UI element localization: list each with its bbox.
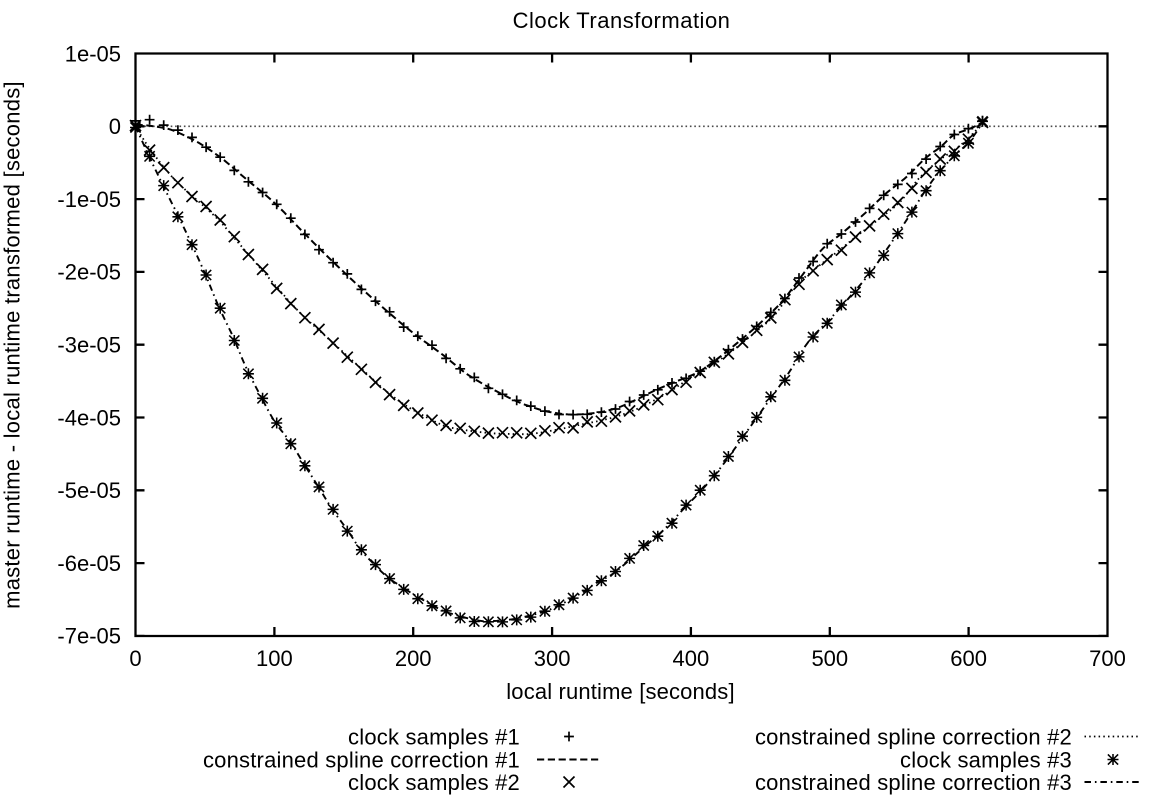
svg-text:clock samples #3: clock samples #3 xyxy=(900,747,1072,772)
svg-text:100: 100 xyxy=(256,646,293,671)
svg-text:-2e-05: -2e-05 xyxy=(57,260,121,285)
svg-text:clock samples #1: clock samples #1 xyxy=(348,724,520,749)
svg-text:300: 300 xyxy=(534,646,571,671)
svg-text:-7e-05: -7e-05 xyxy=(57,624,121,649)
svg-text:-4e-05: -4e-05 xyxy=(57,405,121,430)
svg-text:-1e-05: -1e-05 xyxy=(57,187,121,212)
svg-text:constrained spline correction: constrained spline correction #1 xyxy=(203,747,520,772)
svg-text:500: 500 xyxy=(811,646,848,671)
svg-text:constrained spline correction: constrained spline correction #2 xyxy=(755,724,1072,749)
svg-text:Clock Transformation: Clock Transformation xyxy=(513,8,731,33)
svg-text:600: 600 xyxy=(950,646,987,671)
svg-text:-3e-05: -3e-05 xyxy=(57,333,121,358)
svg-text:-5e-05: -5e-05 xyxy=(57,478,121,503)
svg-text:200: 200 xyxy=(395,646,432,671)
svg-text:clock samples #2: clock samples #2 xyxy=(348,770,520,795)
svg-text:local runtime [seconds]: local runtime [seconds] xyxy=(506,679,734,704)
svg-text:-6e-05: -6e-05 xyxy=(57,551,121,576)
svg-text:700: 700 xyxy=(1089,646,1126,671)
svg-text:400: 400 xyxy=(673,646,710,671)
svg-text:master runtime - local runtime: master runtime - local runtime transform… xyxy=(0,81,25,609)
svg-text:0: 0 xyxy=(129,646,141,671)
svg-text:constrained spline correction: constrained spline correction #3 xyxy=(755,770,1072,795)
svg-text:0: 0 xyxy=(109,114,121,139)
svg-text:1e-05: 1e-05 xyxy=(65,41,121,66)
